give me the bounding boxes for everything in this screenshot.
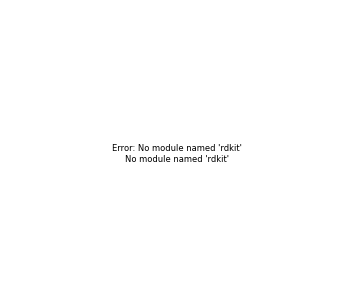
Text: Error: No module named 'rdkit'
No module named 'rdkit': Error: No module named 'rdkit' No module… bbox=[112, 144, 242, 164]
